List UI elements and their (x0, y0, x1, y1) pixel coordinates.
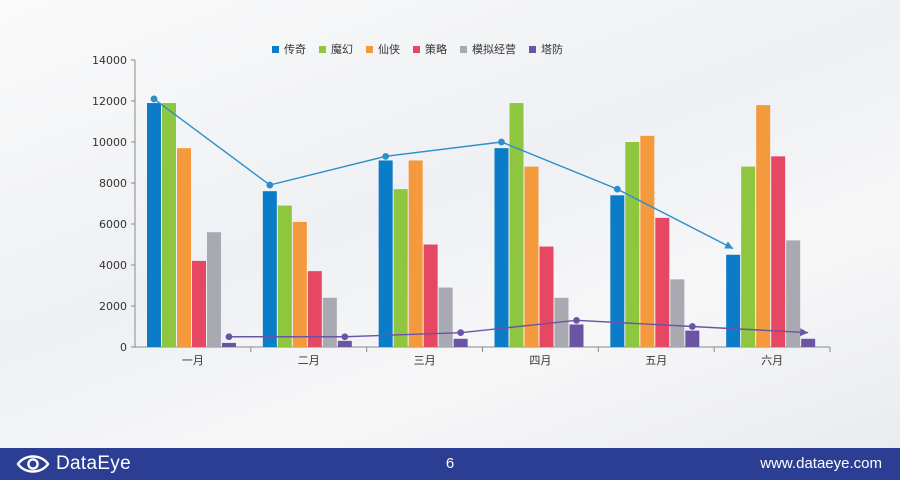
trend-arrowhead (724, 241, 734, 249)
bar (670, 279, 685, 347)
trend-point (341, 333, 349, 341)
bar (610, 195, 625, 347)
trend-point (266, 181, 274, 189)
bar (262, 191, 277, 347)
legend-label: 仙侠 (378, 43, 400, 56)
x-tick-label: 四月 (529, 354, 551, 367)
bar (438, 287, 453, 347)
legend-item: 策略 (413, 41, 447, 57)
legend-label: 塔防 (541, 43, 563, 56)
bar (539, 246, 554, 347)
bar (177, 148, 191, 347)
bar (408, 160, 423, 347)
x-tick-label: 五月 (645, 354, 667, 367)
bar (207, 232, 221, 347)
bar (801, 338, 816, 347)
y-tick-label: 10000 (92, 136, 127, 149)
legend-swatch (272, 45, 279, 53)
trend-point (613, 185, 621, 193)
bar (786, 240, 801, 347)
trend-point (498, 138, 505, 146)
x-tick-label: 六月 (761, 354, 783, 367)
bar (322, 297, 337, 347)
legend-swatch (319, 45, 326, 53)
bar (640, 135, 655, 347)
bar (393, 189, 408, 347)
bar (337, 340, 352, 347)
bar (277, 205, 292, 347)
legend-label: 魔幻 (331, 43, 353, 56)
y-tick-label: 6000 (99, 218, 127, 231)
legend-item: 仙侠 (366, 41, 400, 57)
bar (741, 166, 756, 347)
page-number: 6 (445, 455, 455, 472)
eye-icon (16, 455, 50, 473)
trend-point (225, 333, 233, 341)
x-tick-label: 一月 (182, 354, 204, 367)
legend-item: 魔幻 (319, 41, 353, 57)
legend-swatch (366, 45, 373, 53)
bar (453, 338, 468, 347)
trend-line (153, 98, 734, 250)
bar (162, 103, 176, 347)
bar (625, 142, 640, 347)
bar (756, 105, 771, 347)
trend-point (688, 323, 696, 330)
bar (147, 103, 161, 347)
y-tick-label: 8000 (99, 177, 127, 190)
y-tick-label: 0 (120, 341, 127, 354)
dataeye-logo[interactable]: DataEye (16, 452, 131, 476)
bar (771, 156, 786, 347)
bar (222, 342, 236, 347)
trend-point (382, 152, 390, 160)
bar (685, 330, 700, 347)
legend-swatch (460, 45, 467, 53)
legend-swatch (529, 45, 536, 53)
trend-point (457, 329, 465, 337)
trend-line (229, 319, 809, 338)
bar (378, 160, 393, 347)
y-tick-label: 12000 (92, 95, 127, 108)
bar (524, 166, 539, 347)
bar-chart: 0 2000 4000 6000 8000 10000 12000 14000 一月 二月 三月 四月… (92, 54, 831, 367)
bar (726, 254, 741, 347)
y-tick-label: 4000 (99, 259, 127, 272)
trend-arrowhead (799, 328, 809, 337)
bar (292, 221, 307, 347)
legend-swatch (413, 45, 420, 53)
bar (509, 103, 524, 347)
trend-point (573, 316, 580, 324)
bar (569, 324, 584, 347)
x-tick-label: 三月 (414, 354, 436, 367)
trend-point (150, 95, 158, 103)
legend-item: 传奇 (272, 41, 306, 57)
legend-label: 传奇 (284, 43, 306, 56)
footer-bar: DataEye 6 www.dataeye.com (0, 448, 900, 480)
legend-item: 塔防 (529, 41, 563, 57)
bar (494, 148, 509, 347)
bar (655, 217, 670, 347)
bar (423, 244, 438, 347)
legend-label: 模拟经营 (472, 43, 516, 56)
bar (307, 271, 322, 347)
y-tick-label: 14000 (92, 54, 127, 67)
legend-label: 策略 (425, 43, 447, 56)
site-url[interactable]: www.dataeye.com (760, 455, 882, 472)
y-tick-label: 2000 (99, 300, 127, 313)
bar (192, 260, 206, 347)
legend-item: 模拟经营 (460, 41, 516, 57)
logo-text: DataEye (56, 453, 131, 474)
chart-legend: 传奇 魔幻 仙侠 策略 模拟经营 塔防 (272, 42, 576, 56)
x-tick-label: 二月 (298, 354, 320, 367)
